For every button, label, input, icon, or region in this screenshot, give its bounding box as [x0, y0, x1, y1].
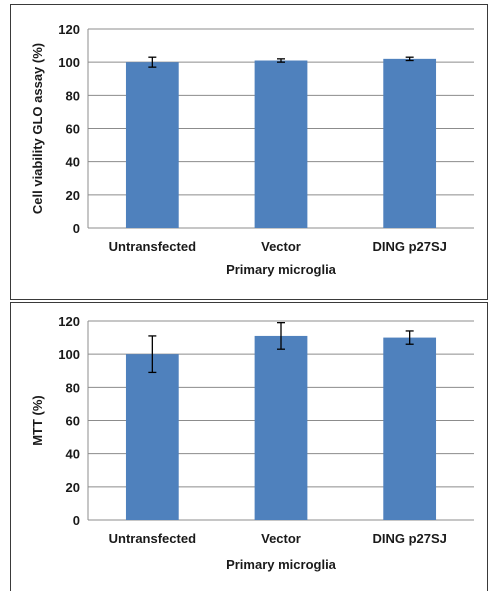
category-label: Untransfected [109, 239, 196, 254]
y-tick-label: 100 [58, 347, 80, 362]
y-tick-label: 0 [73, 221, 80, 236]
category-label: Vector [261, 531, 301, 546]
x-axis-title: Primary microglia [226, 262, 337, 277]
bar [125, 62, 179, 228]
category-label: DING p27SJ [372, 531, 446, 546]
bar [383, 337, 437, 520]
bar [125, 354, 179, 520]
category-label: Untransfected [109, 531, 196, 546]
y-tick-label: 60 [66, 414, 80, 429]
y-tick-label: 20 [66, 188, 80, 203]
bar [254, 60, 308, 229]
bar [254, 335, 308, 520]
y-axis-title: MTT (%) [30, 395, 45, 446]
y-tick-label: 40 [66, 155, 80, 170]
x-axis-title: Primary microglia [226, 557, 337, 572]
y-axis-title: Cell viability GLO assay (%) [30, 43, 45, 214]
y-tick-label: 120 [58, 22, 80, 37]
chart-viability-glo: 0 20 40 60 80 100 120 Untransfected Vector DING p… [30, 22, 474, 277]
y-tick-label: 120 [58, 314, 80, 329]
y-tick-label: 0 [73, 513, 80, 528]
y-tick-label: 20 [66, 480, 80, 495]
category-label: Vector [261, 239, 301, 254]
y-tick-label: 60 [66, 122, 80, 137]
chart-panel-bottom: 0 20 40 60 80 100 120 Untransfected Vector DING p… [10, 302, 488, 591]
y-tick-label: 80 [66, 88, 80, 103]
y-tick-label: 40 [66, 447, 80, 462]
bar [383, 58, 437, 228]
chart-mtt: 0 20 40 60 80 100 120 Untransfected Vector DING p… [30, 314, 474, 572]
y-tick-label: 80 [66, 380, 80, 395]
y-tick-label: 100 [58, 55, 80, 70]
chart-panel-top: 0 20 40 60 80 100 120 Untransfected Vector DING p… [10, 4, 488, 300]
category-label: DING p27SJ [372, 239, 446, 254]
